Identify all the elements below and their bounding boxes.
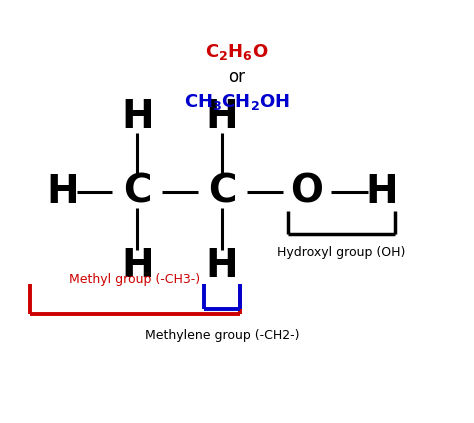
Text: H: H — [206, 247, 238, 286]
Text: Methylene group (-CH2-): Methylene group (-CH2-) — [145, 329, 299, 342]
Text: H: H — [365, 173, 398, 211]
Text: H: H — [206, 98, 238, 136]
Text: H: H — [121, 247, 154, 286]
Text: Hydroxyl group (OH): Hydroxyl group (OH) — [277, 246, 406, 259]
Text: H: H — [46, 173, 79, 211]
Text: C: C — [123, 173, 152, 211]
Text: H: H — [121, 98, 154, 136]
Text: O: O — [290, 173, 323, 211]
Text: $\mathbf{C_2H_6O}$: $\mathbf{C_2H_6O}$ — [205, 42, 269, 62]
Text: $\mathbf{CH_3CH_2OH}$: $\mathbf{CH_3CH_2OH}$ — [184, 92, 290, 112]
Text: C: C — [208, 173, 237, 211]
Text: or: or — [228, 68, 246, 86]
Text: Methyl group (-CH3-): Methyl group (-CH3-) — [69, 273, 201, 286]
